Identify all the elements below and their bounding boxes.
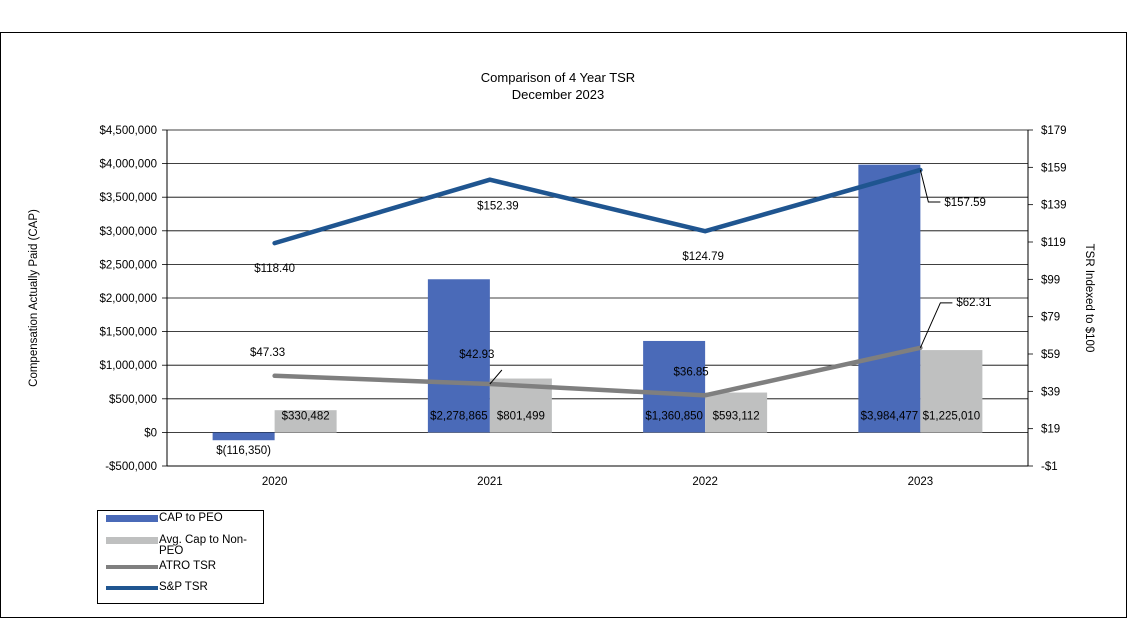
legend-swatch-cap-to-peo <box>106 515 158 522</box>
legend-item-cap-to-peo: CAP to PEO <box>98 512 263 531</box>
bar-avg-cap-to-non-peo-2022 <box>705 392 768 433</box>
sp-tsr-data-label: $152.39 <box>477 201 519 213</box>
y-tick-label: $2,000,000 <box>99 293 157 305</box>
legend-label-atro-tsr: ATRO TSR <box>159 560 217 572</box>
atro-tsr-data-label: $62.31 <box>956 297 991 309</box>
y2-tick-label: $59 <box>1041 349 1060 361</box>
bar-data-label: $593,112 <box>713 410 760 422</box>
legend-item-avg-cap: Avg. Cap to Non-PEO <box>98 533 263 557</box>
bar-data-label: $1,225,010 <box>923 410 981 422</box>
y2-tick-label: $119 <box>1041 237 1066 249</box>
bar-data-label: $330,482 <box>282 410 330 422</box>
legend-swatch-sp-tsr <box>106 586 158 590</box>
bar-cap-to-peo-2020 <box>212 432 275 441</box>
y-tick-label: $2,500,000 <box>99 259 157 271</box>
y-tick-label: $500,000 <box>109 394 157 406</box>
x-tick-label: 2020 <box>262 476 288 488</box>
x-tick-label: 2023 <box>908 476 934 488</box>
y-tick-label: $0 <box>144 427 157 439</box>
y2-tick-label: $39 <box>1041 386 1060 398</box>
bar-data-label: $2,278,865 <box>430 410 488 422</box>
x-tick-label: 2022 <box>692 476 718 488</box>
bar-data-label: $3,984,477 <box>861 410 919 422</box>
atro-tsr-leader-2021 <box>489 369 503 385</box>
legend-item-sp-tsr: S&P TSR <box>98 581 263 599</box>
line-point-s-p-tsr-2020 <box>274 242 276 244</box>
bar-cap-to-peo-2022 <box>643 340 706 433</box>
y-tick-label: $4,000,000 <box>99 159 157 171</box>
y-tick-label: $3,000,000 <box>99 226 157 238</box>
bar-avg-cap-to-non-peo-2023 <box>920 350 983 433</box>
sp-tsr-data-label: $118.40 <box>254 263 295 275</box>
legend-label-avg-cap: Avg. Cap to Non-PEO <box>159 534 248 557</box>
legend-item-atro-tsr: ATRO TSR <box>98 559 263 577</box>
sp-tsr-data-label: $124.79 <box>682 251 724 263</box>
sp-tsr-data-label: $157.59 <box>944 197 986 209</box>
bar-cap-to-peo-2023 <box>858 164 921 433</box>
bar-data-label: $801,499 <box>497 410 545 422</box>
bar-data-label: $1,360,850 <box>645 410 703 422</box>
y2-tick-label: $139 <box>1041 200 1067 212</box>
atro-tsr-data-label: $42.93 <box>459 349 494 361</box>
y-tick-label: $3,500,000 <box>99 192 157 204</box>
legend-swatch-atro-tsr <box>106 565 158 569</box>
line-s-p-tsr <box>272 167 923 246</box>
legend-label-sp-tsr: S&P TSR <box>159 581 208 593</box>
y-tick-label: $4,500,000 <box>99 125 157 137</box>
atro-tsr-data-label: $47.33 <box>250 347 285 359</box>
y2-tick-label: $99 <box>1041 274 1060 286</box>
line-point-s-p-tsr-2021 <box>489 179 491 181</box>
x-tick-label: 2021 <box>477 476 503 488</box>
chart-legend: CAP to PEO Avg. Cap to Non-PEO ATRO TSR … <box>97 510 264 604</box>
atro-tsr-leader-2023 <box>919 302 953 349</box>
chart-title: Comparison of 4 Year TSR <box>481 70 635 85</box>
y2-tick-label: $19 <box>1041 424 1060 436</box>
y2-tick-label: $159 <box>1041 162 1067 174</box>
y-tick-label: $1,000,000 <box>99 360 157 372</box>
legend-swatch-avg-cap <box>106 537 158 544</box>
bar-data-label: $(116,350) <box>216 445 271 457</box>
y-tick-label: -$500,000 <box>105 461 157 473</box>
y2-tick-label: $179 <box>1041 125 1067 137</box>
bar-avg-cap-to-non-peo-2020 <box>274 410 337 433</box>
y2-tick-label: -$1 <box>1041 461 1058 473</box>
sp-tsr-leader-2023 <box>919 169 941 203</box>
line-atro-tsr <box>272 345 923 398</box>
legend-label-cap-to-peo: CAP to PEO <box>159 512 223 524</box>
bar-cap-to-peo-2021 <box>427 279 490 433</box>
y-axis-title: Compensation Actually Paid (CAP) <box>28 209 40 387</box>
atro-tsr-data-label: $36.85 <box>674 366 709 378</box>
y2-axis-title: TSR Indexed to $100 <box>1083 244 1095 353</box>
chart-subtitle: December 2023 <box>512 87 605 102</box>
line-point-atro-tsr-2022 <box>704 394 706 396</box>
line-point-atro-tsr-2020 <box>274 375 276 377</box>
y2-tick-label: $79 <box>1041 312 1060 324</box>
line-point-s-p-tsr-2022 <box>704 230 706 232</box>
y-tick-label: $1,500,000 <box>99 327 157 339</box>
